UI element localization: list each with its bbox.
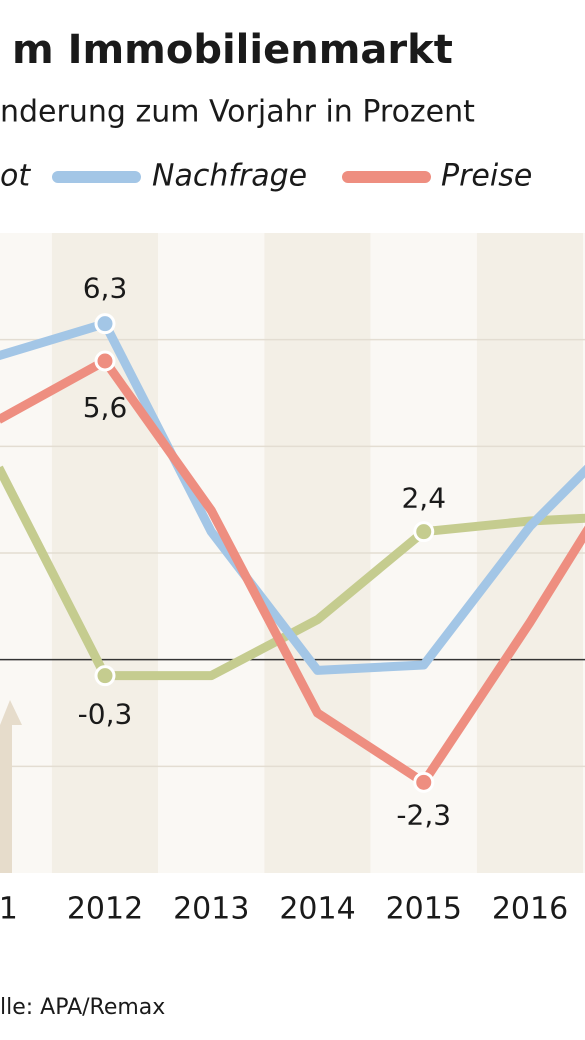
chart-subtitle: nderung zum Vorjahr in Prozent: [0, 95, 475, 130]
data-label: 2,4: [401, 482, 446, 515]
data-label: 6,3: [83, 272, 128, 305]
data-label: -2,3: [396, 798, 451, 831]
x-tick-label: 2012: [67, 892, 143, 927]
x-tick-label: 11: [0, 892, 18, 927]
x-tick-label: 2016: [492, 892, 568, 927]
legend-label: Preise: [441, 159, 532, 194]
x-tick-label: 2015: [386, 892, 462, 927]
x-tick-label: 2014: [279, 892, 355, 927]
labels: 11 2012 2013 2014 2015 2016 -0,3 2,4 ot 6,3 Nachfr…: [0, 159, 568, 927]
point-marker: [94, 350, 116, 372]
data-label: -0,3: [78, 698, 133, 731]
legend-label: Nachfrage: [152, 159, 307, 194]
source: lle: APA/Remax: [0, 995, 165, 1020]
chart-title: m Immobilienmarkt: [12, 27, 453, 73]
arrow-decoration: [0, 700, 22, 873]
point-marker: [413, 521, 435, 543]
data-label: 5,6: [83, 391, 128, 424]
point-marker: [413, 771, 435, 793]
point-marker: [94, 665, 116, 687]
lines: [0, 313, 585, 793]
x-tick-label: 2013: [173, 892, 249, 927]
point-marker: [94, 313, 116, 335]
legend-label: ot: [0, 159, 31, 194]
